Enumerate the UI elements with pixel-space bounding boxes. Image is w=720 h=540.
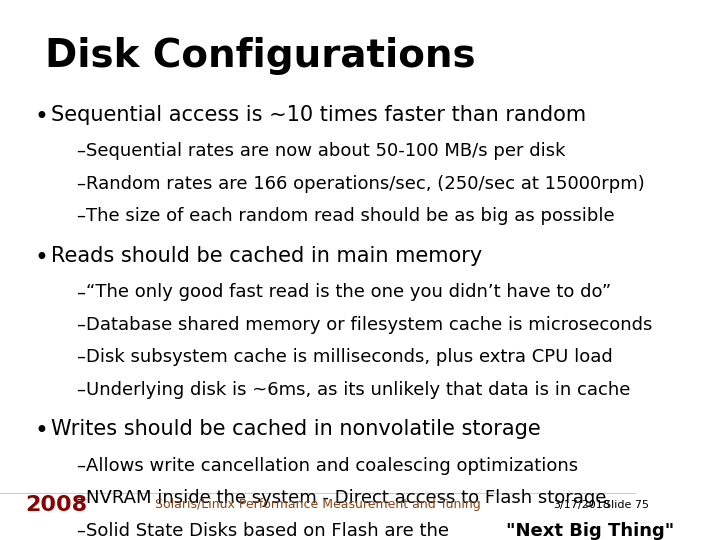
- Text: Slide 75: Slide 75: [605, 500, 649, 510]
- Text: Reads should be cached in main memory: Reads should be cached in main memory: [51, 246, 482, 266]
- Text: 2008: 2008: [25, 495, 88, 515]
- Text: –: –: [76, 381, 86, 399]
- Text: NVRAM inside the system - Direct access to Flash storage: NVRAM inside the system - Direct access …: [86, 489, 606, 508]
- Text: Sequential rates are now about 50-100 MB/s per disk: Sequential rates are now about 50-100 MB…: [86, 142, 565, 160]
- Text: Database shared memory or filesystem cache is microseconds: Database shared memory or filesystem cac…: [86, 316, 652, 334]
- Text: Solid State Disks based on Flash are the: Solid State Disks based on Flash are the: [86, 522, 454, 540]
- Text: “The only good fast read is the one you didn’t have to do”: “The only good fast read is the one you …: [86, 284, 611, 301]
- Text: Random rates are 166 operations/sec, (250/sec at 15000rpm): Random rates are 166 operations/sec, (25…: [86, 174, 644, 193]
- Text: Solaris/Linux Performance Measurement and Tuning: Solaris/Linux Performance Measurement an…: [156, 498, 481, 511]
- Text: –: –: [76, 457, 86, 475]
- Text: –: –: [76, 316, 86, 334]
- Text: –: –: [76, 348, 86, 366]
- Text: Sequential access is ~10 times faster than random: Sequential access is ~10 times faster th…: [51, 105, 586, 125]
- Text: Disk Configurations: Disk Configurations: [45, 37, 475, 75]
- Text: Allows write cancellation and coalescing optimizations: Allows write cancellation and coalescing…: [86, 457, 578, 475]
- Text: •: •: [35, 105, 49, 129]
- Text: The size of each random read should be as big as possible: The size of each random read should be a…: [86, 207, 615, 225]
- Text: –: –: [76, 522, 86, 540]
- Text: –: –: [76, 207, 86, 225]
- Text: Disk subsystem cache is milliseconds, plus extra CPU load: Disk subsystem cache is milliseconds, pl…: [86, 348, 613, 366]
- Text: –: –: [76, 489, 86, 508]
- Text: •: •: [35, 246, 49, 270]
- Text: Writes should be cached in nonvolatile storage: Writes should be cached in nonvolatile s…: [51, 420, 541, 440]
- Text: •: •: [35, 420, 49, 443]
- Text: –: –: [76, 284, 86, 301]
- Text: Underlying disk is ~6ms, as its unlikely that data is in cache: Underlying disk is ~6ms, as its unlikely…: [86, 381, 630, 399]
- Text: "Next Big Thing": "Next Big Thing": [506, 522, 675, 540]
- Text: –: –: [76, 174, 86, 193]
- Text: –: –: [76, 142, 86, 160]
- Text: 3/17/2018: 3/17/2018: [554, 500, 611, 510]
